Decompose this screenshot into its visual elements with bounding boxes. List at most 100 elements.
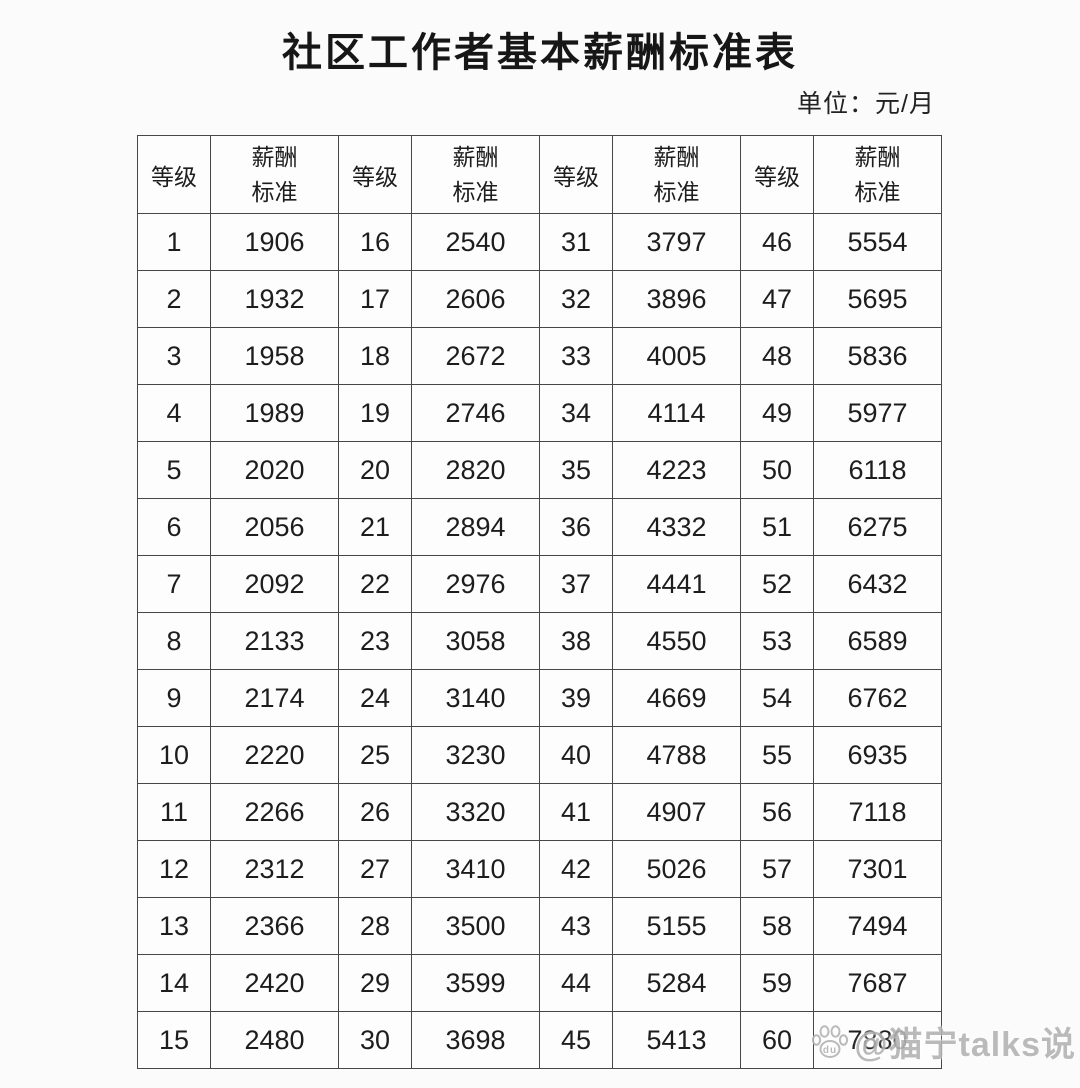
grade-cell: 13 [137, 897, 211, 955]
grade-cell: 23 [338, 612, 412, 670]
salary-cell: 5413 [612, 1011, 741, 1069]
salary-cell: 2312 [210, 840, 339, 898]
salary-cell: 2606 [411, 270, 540, 328]
table-row: 5 2020 20 2820 35 4223 50 6118 [137, 441, 942, 499]
salary-cell: 7494 [813, 897, 942, 955]
grade-cell: 24 [338, 669, 412, 727]
salary-cell: 5554 [813, 213, 942, 271]
grade-cell: 5 [137, 441, 211, 499]
salary-cell: 5026 [612, 840, 741, 898]
salary-cell: 6275 [813, 498, 942, 556]
table-row: 12 2312 27 3410 42 5026 57 7301 [137, 840, 942, 898]
grade-cell: 43 [539, 897, 613, 955]
grade-cell: 59 [740, 954, 814, 1012]
grade-cell: 17 [338, 270, 412, 328]
grade-cell: 7 [137, 555, 211, 613]
grade-cell: 3 [137, 327, 211, 385]
grade-cell: 14 [137, 954, 211, 1012]
header-salary-cell: 薪酬标准 [411, 135, 540, 214]
grade-cell: 31 [539, 213, 613, 271]
salary-cell: 1906 [210, 213, 339, 271]
table-row: 9 2174 24 3140 39 4669 54 6762 [137, 669, 942, 727]
table-row: 13 2366 28 3500 43 5155 58 7494 [137, 897, 942, 955]
grade-cell: 2 [137, 270, 211, 328]
salary-cell: 2133 [210, 612, 339, 670]
salary-cell: 2266 [210, 783, 339, 841]
table-header: 等级 薪酬标准 等级 薪酬标准 等级 薪酬标准 等级 薪酬标准 [137, 135, 942, 214]
grade-cell: 47 [740, 270, 814, 328]
grade-cell: 52 [740, 555, 814, 613]
grade-cell: 34 [539, 384, 613, 442]
salary-cell: 5836 [813, 327, 942, 385]
salary-cell: 7301 [813, 840, 942, 898]
table-row: 15 2480 30 3698 45 5413 60 7880 [137, 1011, 942, 1069]
grade-cell: 8 [137, 612, 211, 670]
grade-cell: 54 [740, 669, 814, 727]
grade-cell: 60 [740, 1011, 814, 1069]
grade-cell: 36 [539, 498, 613, 556]
grade-cell: 12 [137, 840, 211, 898]
grade-cell: 42 [539, 840, 613, 898]
grade-cell: 58 [740, 897, 814, 955]
salary-cell: 5284 [612, 954, 741, 1012]
grade-cell: 4 [137, 384, 211, 442]
salary-cell: 3599 [411, 954, 540, 1012]
grade-cell: 55 [740, 726, 814, 784]
salary-cell: 4550 [612, 612, 741, 670]
salary-cell: 6589 [813, 612, 942, 670]
salary-cell: 1958 [210, 327, 339, 385]
grade-cell: 46 [740, 213, 814, 271]
salary-cell: 2092 [210, 555, 339, 613]
grade-cell: 18 [338, 327, 412, 385]
salary-cell: 3058 [411, 612, 540, 670]
table-row: 10 2220 25 3230 40 4788 55 6935 [137, 726, 942, 784]
grade-cell: 37 [539, 555, 613, 613]
header-grade-cell: 等级 [338, 135, 412, 214]
grade-cell: 45 [539, 1011, 613, 1069]
grade-cell: 48 [740, 327, 814, 385]
table-row: 1 1906 16 2540 31 3797 46 5554 [137, 213, 942, 271]
salary-cell: 4332 [612, 498, 741, 556]
grade-cell: 25 [338, 726, 412, 784]
header-grade-cell: 等级 [740, 135, 814, 214]
header-salary-cell: 薪酬标准 [813, 135, 942, 214]
grade-cell: 51 [740, 498, 814, 556]
grade-cell: 16 [338, 213, 412, 271]
grade-cell: 10 [137, 726, 211, 784]
salary-cell: 7118 [813, 783, 942, 841]
grade-cell: 27 [338, 840, 412, 898]
salary-cell: 3320 [411, 783, 540, 841]
salary-cell: 4223 [612, 441, 741, 499]
salary-cell: 4005 [612, 327, 741, 385]
grade-cell: 38 [539, 612, 613, 670]
salary-cell: 2540 [411, 213, 540, 271]
grade-cell: 11 [137, 783, 211, 841]
grade-cell: 49 [740, 384, 814, 442]
salary-cell: 2480 [210, 1011, 339, 1069]
grade-cell: 44 [539, 954, 613, 1012]
salary-cell: 3698 [411, 1011, 540, 1069]
table-row: 7 2092 22 2976 37 4441 52 6432 [137, 555, 942, 613]
table-row: 14 2420 29 3599 44 5284 59 7687 [137, 954, 942, 1012]
salary-cell: 1989 [210, 384, 339, 442]
salary-cell: 2672 [411, 327, 540, 385]
grade-cell: 53 [740, 612, 814, 670]
grade-cell: 22 [338, 555, 412, 613]
salary-cell: 4441 [612, 555, 741, 613]
grade-cell: 56 [740, 783, 814, 841]
grade-cell: 20 [338, 441, 412, 499]
unit-label: 单位：元/月 [797, 90, 935, 118]
header-row: 等级 薪酬标准 等级 薪酬标准 等级 薪酬标准 等级 薪酬标准 [137, 135, 942, 214]
grade-cell: 6 [137, 498, 211, 556]
grade-cell: 32 [539, 270, 613, 328]
grade-cell: 40 [539, 726, 613, 784]
salary-cell: 5977 [813, 384, 942, 442]
grade-cell: 28 [338, 897, 412, 955]
salary-cell: 2820 [411, 441, 540, 499]
salary-cell: 3140 [411, 669, 540, 727]
table-row: 2 1932 17 2606 32 3896 47 5695 [137, 270, 942, 328]
salary-cell: 5155 [612, 897, 741, 955]
salary-cell: 7880 [813, 1011, 942, 1069]
salary-cell: 2420 [210, 954, 339, 1012]
